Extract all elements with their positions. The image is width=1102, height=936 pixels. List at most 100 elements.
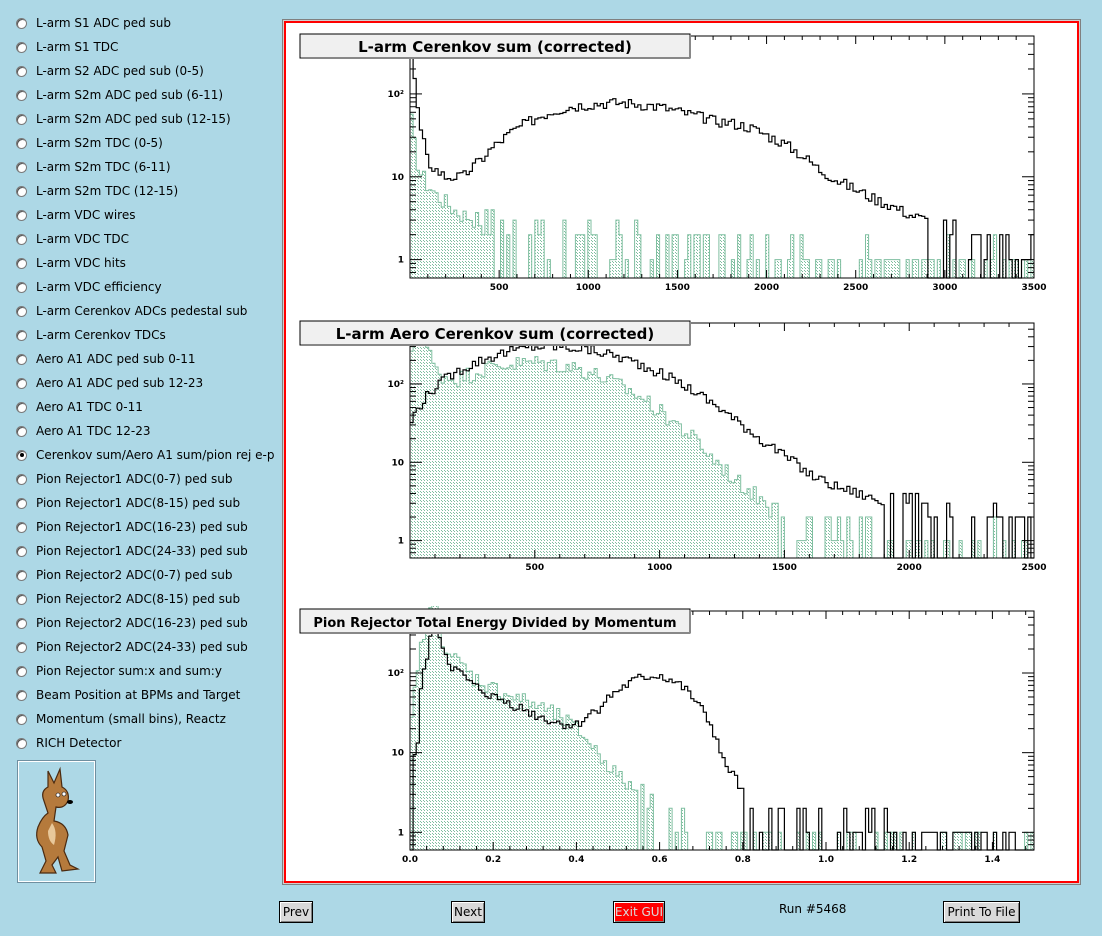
radio-unchecked-icon[interactable] bbox=[16, 41, 27, 53]
x-tick-label: 0.4 bbox=[568, 855, 584, 865]
radio-unchecked-icon[interactable] bbox=[16, 17, 27, 29]
menu-option[interactable]: L-arm VDC efficiency bbox=[16, 276, 162, 298]
histogram-plot: 500 1000 1500 2000 2500 1 10 10² L-arm Aero Cere… bbox=[299, 320, 1047, 573]
menu-option[interactable]: Aero A1 TDC 0-11 bbox=[16, 396, 143, 418]
menu-option[interactable]: L-arm S2m TDC (12-15) bbox=[16, 180, 178, 202]
radio-checked-icon[interactable] bbox=[16, 449, 27, 461]
menu-option[interactable]: Pion Rejector1 ADC(8-15) ped sub bbox=[16, 492, 240, 514]
radio-unchecked-icon[interactable] bbox=[16, 689, 27, 701]
menu-option-label: Momentum (small bins), Reactz bbox=[36, 712, 226, 726]
menu-option-label: Cerenkov sum/Aero A1 sum/pion rej e-p bbox=[36, 448, 275, 462]
radio-unchecked-icon[interactable] bbox=[16, 209, 27, 221]
menu-option[interactable]: Pion Rejector1 ADC(16-23) ped sub bbox=[16, 516, 248, 538]
radio-unchecked-icon[interactable] bbox=[16, 161, 27, 173]
x-tick-label: 2500 bbox=[1021, 563, 1046, 573]
menu-option[interactable]: Pion Rejector2 ADC(8-15) ped sub bbox=[16, 588, 240, 610]
menu-option-label: L-arm S2m TDC (6-11) bbox=[36, 160, 171, 174]
menu-option-label: Pion Rejector1 ADC(16-23) ped sub bbox=[36, 520, 248, 534]
menu-option[interactable]: L-arm S2m TDC (0-5) bbox=[16, 132, 163, 154]
pad-aero-cerenkov-sum[interactable]: 500 1000 1500 2000 2500 1 10 10² L-arm Aero Cere… bbox=[286, 318, 1077, 578]
menu-option[interactable]: L-arm S2 ADC ped sub (0-5) bbox=[16, 60, 204, 82]
radio-unchecked-icon[interactable] bbox=[16, 89, 27, 101]
plot-title-box bbox=[299, 33, 691, 59]
radio-unchecked-icon[interactable] bbox=[16, 65, 27, 77]
menu-option[interactable]: Beam Position at BPMs and Target bbox=[16, 684, 240, 706]
menu-option[interactable]: Pion Rejector1 ADC(24-33) ped sub bbox=[16, 540, 248, 562]
x-tick-label: 0.2 bbox=[485, 855, 501, 865]
radio-unchecked-icon[interactable] bbox=[16, 305, 27, 317]
menu-option[interactable]: RICH Detector bbox=[16, 732, 121, 754]
radio-unchecked-icon[interactable] bbox=[16, 497, 27, 509]
menu-option[interactable]: L-arm S1 ADC ped sub bbox=[16, 12, 171, 34]
radio-unchecked-icon[interactable] bbox=[16, 329, 27, 341]
radio-unchecked-icon[interactable] bbox=[16, 281, 27, 293]
radio-unchecked-icon[interactable] bbox=[16, 569, 27, 581]
menu-option[interactable]: L-arm VDC hits bbox=[16, 252, 126, 274]
prev-button[interactable]: Prev bbox=[279, 901, 313, 923]
x-tick-label: 1.2 bbox=[901, 855, 917, 865]
exit-gui-button[interactable]: Exit GUI bbox=[613, 901, 665, 923]
radio-unchecked-icon[interactable] bbox=[16, 641, 27, 653]
menu-option[interactable]: Aero A1 ADC ped sub 12-23 bbox=[16, 372, 203, 394]
radio-unchecked-icon[interactable] bbox=[16, 473, 27, 485]
menu-option[interactable]: Pion Rejector2 ADC(24-33) ped sub bbox=[16, 636, 248, 658]
radio-unchecked-icon[interactable] bbox=[16, 617, 27, 629]
coyote-logo-icon bbox=[17, 760, 96, 883]
menu-option[interactable]: Momentum (small bins), Reactz bbox=[16, 708, 226, 730]
menu-option[interactable]: Pion Rejector1 ADC(0-7) ped sub bbox=[16, 468, 233, 490]
histogram-fill-series bbox=[409, 606, 1035, 851]
menu-option[interactable]: L-arm VDC TDC bbox=[16, 228, 129, 250]
menu-option[interactable]: L-arm VDC wires bbox=[16, 204, 135, 226]
y-tick-label: 1 bbox=[398, 256, 404, 266]
menu-option-label: Pion Rejector2 ADC(24-33) ped sub bbox=[36, 640, 248, 654]
radio-unchecked-icon[interactable] bbox=[16, 185, 27, 197]
menu-option-label: Pion Rejector2 ADC(0-7) ped sub bbox=[36, 568, 233, 582]
radio-unchecked-icon[interactable] bbox=[16, 233, 27, 245]
x-tick-label: 1500 bbox=[665, 283, 690, 293]
menu-option[interactable]: Aero A1 TDC 12-23 bbox=[16, 420, 151, 442]
radio-unchecked-icon[interactable] bbox=[16, 257, 27, 269]
menu-option[interactable]: Pion Rejector2 ADC(0-7) ped sub bbox=[16, 564, 233, 586]
x-tick-label: 2000 bbox=[754, 283, 779, 293]
radio-unchecked-icon[interactable] bbox=[16, 665, 27, 677]
menu-option[interactable]: Pion Rejector2 ADC(16-23) ped sub bbox=[16, 612, 248, 634]
radio-unchecked-icon[interactable] bbox=[16, 353, 27, 365]
menu-option[interactable]: L-arm Cerenkov TDCs bbox=[16, 324, 166, 346]
menu-option[interactable]: Cerenkov sum/Aero A1 sum/pion rej e-p bbox=[16, 444, 275, 466]
menu-option-label: Aero A1 TDC 12-23 bbox=[36, 424, 151, 438]
next-button[interactable]: Next bbox=[451, 901, 485, 923]
menu-option[interactable]: L-arm S2m TDC (6-11) bbox=[16, 156, 171, 178]
x-tick-label: 1000 bbox=[647, 563, 672, 573]
menu-option-label: L-arm S2m TDC (0-5) bbox=[36, 136, 163, 150]
print-to-file-button[interactable]: Print To File bbox=[943, 901, 1020, 923]
menu-option-label: L-arm S2m ADC ped sub (12-15) bbox=[36, 112, 231, 126]
menu-option[interactable]: L-arm S1 TDC bbox=[16, 36, 118, 58]
menu-option[interactable]: Aero A1 ADC ped sub 0-11 bbox=[16, 348, 195, 370]
histogram-line-series bbox=[410, 624, 1034, 851]
radio-unchecked-icon[interactable] bbox=[16, 593, 27, 605]
radio-unchecked-icon[interactable] bbox=[16, 545, 27, 557]
menu-option[interactable]: L-arm Cerenkov ADCs pedestal sub bbox=[16, 300, 247, 322]
menu-option-label: Aero A1 ADC ped sub 12-23 bbox=[36, 376, 204, 390]
pad-cerenkov-sum[interactable]: 500 1000 1500 2000 2500 3000 3500 1 10 10² L-arm C… bbox=[286, 31, 1077, 299]
plot-title: L-arm Cerenkov sum (corrected) bbox=[358, 38, 632, 56]
histogram-selector-sidebar: L-arm S1 ADC ped sub L-arm S1 TDC L-arm S2… bbox=[0, 0, 280, 900]
menu-option[interactable]: L-arm S2m ADC ped sub (6-11) bbox=[16, 84, 223, 106]
plot-title: Pion Rejector Total Energy Divided by Mo… bbox=[313, 616, 676, 631]
x-tick-label: 1000 bbox=[576, 283, 601, 293]
menu-option-label: Pion Rejector sum:x and sum:y bbox=[36, 664, 222, 678]
radio-unchecked-icon[interactable] bbox=[16, 377, 27, 389]
radio-unchecked-icon[interactable] bbox=[16, 137, 27, 149]
pad-pion-rejector-ep[interactable]: 0.0 0.2 0.4 0.6 0.8 1.0 1.2 1.4 1 10 10² Pion Rejec… bbox=[286, 606, 1077, 866]
menu-option[interactable]: L-arm S2m ADC ped sub (12-15) bbox=[16, 108, 231, 130]
x-tick-label: 0.0 bbox=[402, 855, 418, 865]
radio-unchecked-icon[interactable] bbox=[16, 521, 27, 533]
menu-option[interactable]: Pion Rejector sum:x and sum:y bbox=[16, 660, 222, 682]
radio-unchecked-icon[interactable] bbox=[16, 113, 27, 125]
x-tick-label: 500 bbox=[490, 283, 509, 293]
y-tick-label: 10 bbox=[391, 173, 404, 183]
radio-unchecked-icon[interactable] bbox=[16, 737, 27, 749]
radio-unchecked-icon[interactable] bbox=[16, 401, 27, 413]
radio-unchecked-icon[interactable] bbox=[16, 713, 27, 725]
radio-unchecked-icon[interactable] bbox=[16, 425, 27, 437]
